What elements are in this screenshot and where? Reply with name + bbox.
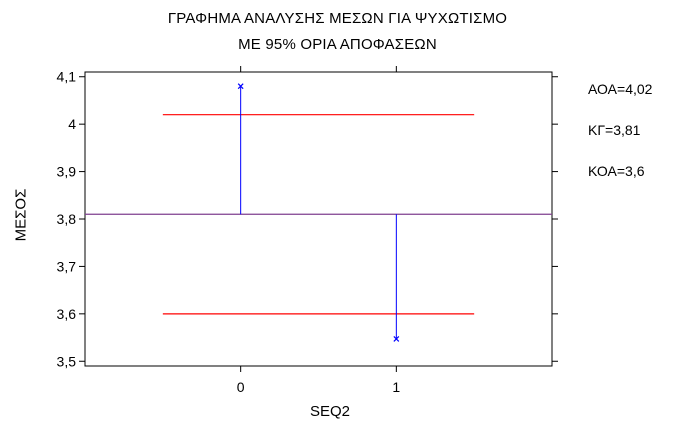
chart-title: ΓΡΑΦΗΜΑ ΑΝΑΛΥΣΗΣ ΜΕΣΩΝ ΓΙΑ ΨΥΧΩΤΙΣΜΟ: [167, 10, 508, 27]
y-tick-label: 4: [68, 116, 76, 132]
y-tick-label: 3,7: [57, 258, 77, 274]
y-tick-label: 3,6: [57, 306, 77, 322]
x-axis-label: SEQ2: [309, 403, 351, 420]
y-tick-label: 3,5: [57, 353, 77, 369]
x-tick-label: 1: [392, 379, 400, 395]
center-line-label: ΚΓ=3,81: [588, 122, 641, 138]
x-tick-label: 0: [237, 379, 245, 395]
y-tick-label: 4,1: [57, 69, 77, 85]
lower-limit-label: ΚΟΑ=3,6: [588, 163, 645, 179]
upper-limit-label: ΑΟΑ=4,02: [588, 81, 653, 97]
chart-subtitle: ΜΕ 95% ΟΡΙΑ ΑΠΟΦΑΣΕΩΝ: [238, 36, 437, 53]
plot-frame: [84, 71, 553, 367]
y-tick-label: 3,8: [57, 211, 77, 227]
data-point: [393, 336, 400, 342]
y-axis-label: ΜΕΣΟΣ: [12, 188, 30, 242]
y-tick-label: 3,9: [57, 164, 77, 180]
data-point: [237, 83, 244, 90]
